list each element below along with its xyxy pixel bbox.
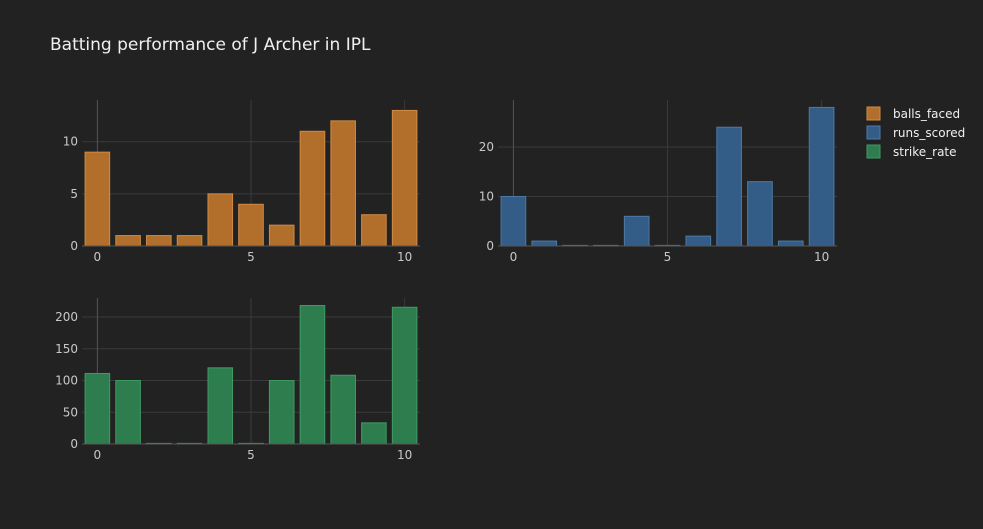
legend-swatch: [866, 125, 881, 140]
x-tick-label: 10: [397, 250, 412, 264]
y-tick-label: 50: [63, 405, 78, 419]
bar-runs_scored-10[interactable]: [808, 106, 835, 247]
y-tick-label: 100: [55, 374, 78, 388]
bar-balls_faced-5[interactable]: [238, 203, 264, 247]
subplot-strike_rate: 0 50 100 150 200 0 5 10: [55, 298, 420, 462]
subplot-balls_faced: 0 5 10 0 5 10: [63, 100, 420, 264]
bar-runs_scored-7[interactable]: [716, 126, 742, 247]
bar-runs_scored-4[interactable]: [623, 215, 650, 247]
chart-title: Batting performance of J Archer in IPL: [50, 35, 371, 55]
bar-balls_faced-4[interactable]: [207, 193, 234, 247]
bar-balls_faced-2[interactable]: [146, 235, 172, 247]
y-tick-label: 20: [479, 140, 494, 154]
legend-swatch: [866, 106, 881, 121]
x-tick-label: 0: [94, 250, 102, 264]
x-tick-label: 5: [247, 250, 255, 264]
x-tick-label: 5: [664, 250, 672, 264]
bar-runs_scored-6[interactable]: [685, 235, 712, 247]
y-tick-label: 0: [70, 239, 78, 253]
bar-balls_faced-1[interactable]: [115, 235, 141, 247]
legend-swatch: [866, 144, 881, 159]
x-tick-label: 0: [94, 448, 102, 462]
bar-balls_faced-9[interactable]: [361, 214, 387, 247]
y-tick-label: 5: [70, 187, 78, 201]
bar-balls_faced-6[interactable]: [268, 224, 295, 247]
legend-item-balls_faced[interactable]: balls_faced: [866, 106, 960, 121]
legend-label: strike_rate: [893, 145, 957, 159]
y-tick-label: 10: [479, 190, 494, 204]
legend-item-runs_scored[interactable]: runs_scored: [866, 125, 965, 140]
legend[interactable]: balls_faced runs_scored strike_rate: [866, 106, 965, 159]
bar-strike_rate-9[interactable]: [361, 422, 387, 445]
bar-balls_faced-7[interactable]: [299, 130, 326, 247]
y-tick-label: 200: [55, 310, 78, 324]
bar-balls_faced-0[interactable]: [84, 151, 111, 247]
y-tick-label: 10: [63, 135, 78, 149]
bar-runs_scored-8[interactable]: [747, 181, 773, 247]
bar-strike_rate-0[interactable]: [84, 372, 111, 445]
x-tick-label: 10: [814, 250, 829, 264]
bar-strike_rate-1[interactable]: [115, 380, 141, 445]
bar-strike_rate-8[interactable]: [330, 374, 356, 445]
bar-balls_faced-8[interactable]: [330, 120, 356, 247]
y-tick-label: 0: [486, 239, 494, 253]
bar-strike_rate-6[interactable]: [268, 380, 295, 445]
bar-strike_rate-10[interactable]: [391, 306, 418, 445]
bar-balls_faced-3[interactable]: [176, 235, 203, 247]
legend-label: runs_scored: [893, 126, 965, 140]
legend-item-strike_rate[interactable]: strike_rate: [866, 144, 957, 159]
y-tick-label: 0: [70, 437, 78, 451]
subplot-runs_scored: 0 10 20 0 5 10: [479, 100, 837, 264]
bar-balls_faced-10[interactable]: [391, 109, 418, 247]
x-tick-label: 10: [397, 448, 412, 462]
bar-runs_scored-9[interactable]: [777, 240, 804, 247]
x-tick-label: 0: [510, 250, 518, 264]
bar-runs_scored-0[interactable]: [500, 196, 527, 247]
bar-strike_rate-4[interactable]: [207, 367, 234, 445]
bar-strike_rate-7[interactable]: [299, 305, 326, 445]
bar-runs_scored-1[interactable]: [531, 240, 558, 247]
x-tick-label: 5: [247, 448, 255, 462]
legend-label: balls_faced: [893, 107, 960, 121]
y-tick-label: 150: [55, 342, 78, 356]
